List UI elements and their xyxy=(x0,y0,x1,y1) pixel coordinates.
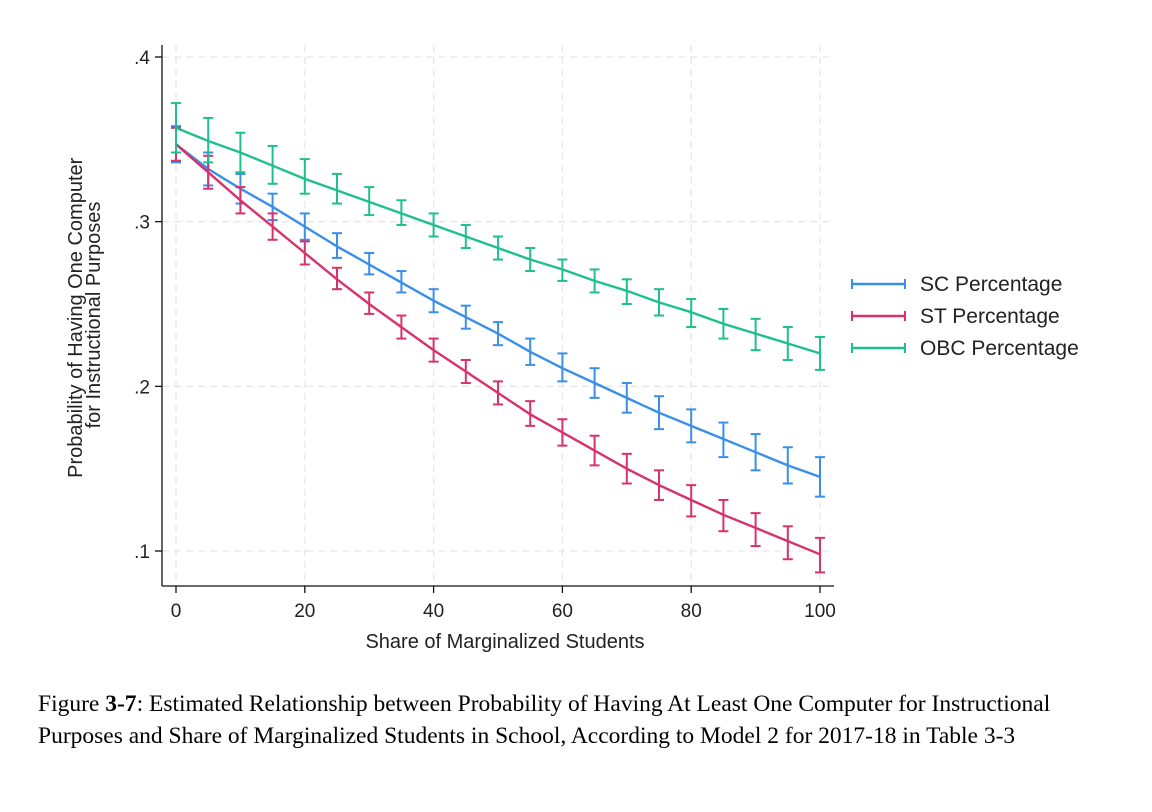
x-tick-label: 40 xyxy=(423,601,444,622)
chart-svg: .1 .2 .3 .4 0 20 40 60 80 100 SC Percentage ST Per… xyxy=(65,45,1079,653)
x-axis-title: Share of Marginalized Students xyxy=(365,631,644,653)
x-tick-label: 20 xyxy=(294,601,315,622)
legend: SC Percentage ST Percentage OBC Percentage xyxy=(851,273,1079,360)
caption-prefix: Figure xyxy=(38,691,106,717)
y-tick-label: .2 xyxy=(134,377,150,398)
legend-label: OBC Percentage xyxy=(920,337,1079,360)
series-line xyxy=(175,126,821,355)
grid xyxy=(162,45,834,586)
x-tick-label: 0 xyxy=(171,601,182,622)
y-axis-title-line-2: for Instructional Purposes xyxy=(83,202,105,429)
figure-caption: Figure 3-7: Estimated Relationship betwe… xyxy=(38,688,1128,752)
series-line xyxy=(175,143,821,479)
y-axis-title: Probability of Having One Computer for I… xyxy=(65,152,105,478)
legend-item: ST Percentage xyxy=(851,305,1060,328)
y-tick-label: .1 xyxy=(134,542,150,563)
series-sc xyxy=(171,125,825,498)
series-obc xyxy=(171,102,825,371)
series-layer xyxy=(171,102,825,574)
y-axis-title-line-1: Probability of Having One Computer xyxy=(65,157,87,477)
x-tick-label: 60 xyxy=(552,601,573,622)
caption-figure-number: 3-7 xyxy=(105,691,137,717)
x-tick-label: 100 xyxy=(804,601,836,622)
legend-label: ST Percentage xyxy=(920,305,1060,328)
legend-item: OBC Percentage xyxy=(851,337,1079,360)
y-tick-label: .4 xyxy=(134,48,150,69)
x-tick-label: 80 xyxy=(681,601,702,622)
y-tick-label: .3 xyxy=(134,213,150,234)
caption-text: : Estimated Relationship between Probabi… xyxy=(38,691,1051,749)
legend-item: SC Percentage xyxy=(851,273,1062,296)
axes: .1 .2 .3 .4 0 20 40 60 80 100 xyxy=(134,45,836,622)
series-line xyxy=(175,143,821,556)
legend-label: SC Percentage xyxy=(920,273,1062,296)
series-st xyxy=(171,126,825,574)
